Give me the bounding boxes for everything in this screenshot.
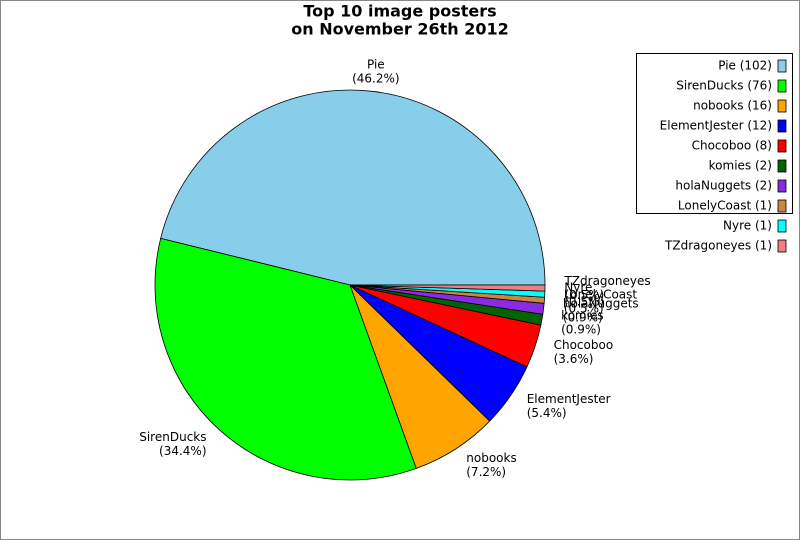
legend-label: komies (2) (709, 159, 772, 173)
slice-label: holaNuggets (563, 297, 639, 311)
pie-slice (349, 284, 546, 292)
legend-label: LonelyCoast (1) (678, 199, 772, 213)
legend-swatch (777, 159, 787, 173)
slice-label: TZdragoneyes (563, 274, 650, 288)
slice-label: komies (561, 309, 604, 323)
slice-label: Chocoboo (554, 338, 614, 352)
slice-label: SirenDucks (139, 430, 206, 444)
legend-label: Pie (102) (718, 59, 772, 73)
pie-slice (160, 89, 546, 286)
slice-percent: (5.4%) (527, 406, 567, 420)
slice-label: LonelyCoast (564, 287, 638, 301)
slice-percent: (0.5%) (564, 301, 604, 315)
slice-label: Pie (367, 58, 385, 72)
legend-swatch (777, 199, 787, 213)
legend-label: Nyre (1) (723, 219, 772, 233)
slice-label: Nyre (564, 281, 592, 295)
slice-label: ElementJester (527, 392, 611, 406)
legend-swatch (777, 79, 787, 93)
slice-percent: (46.2%) (352, 72, 399, 86)
legend-label: Chocoboo (8) (692, 139, 772, 153)
chart-title: Top 10 image posters (303, 2, 496, 21)
slice-percent: (0.9%) (561, 323, 601, 337)
legend-label: ElementJester (12) (660, 119, 772, 133)
legend-swatch (777, 139, 787, 153)
slice-percent: (0.9%) (563, 311, 603, 325)
legend-swatch (777, 219, 787, 233)
legend (636, 53, 793, 214)
legend-swatch (777, 119, 787, 133)
slice-percent: (34.4%) (159, 444, 206, 458)
legend-label: nobooks (16) (693, 99, 772, 113)
slice-percent: (0.5%) (564, 288, 604, 302)
slice-percent: (3.6%) (554, 352, 594, 366)
legend-label: holaNuggets (2) (675, 179, 772, 193)
legend-label: TZdragoneyes (1) (664, 239, 772, 253)
slice-percent: (0.5%) (564, 295, 604, 309)
slice-percent: (7.2%) (466, 465, 506, 479)
legend-swatch (777, 99, 787, 113)
legend-swatch (777, 179, 787, 193)
legend-label: SirenDucks (76) (676, 79, 772, 93)
slice-label: nobooks (466, 451, 516, 465)
chart-title: on November 26th 2012 (291, 20, 508, 39)
legend-swatch (777, 59, 787, 73)
pie-slice (154, 237, 417, 481)
legend-swatch (777, 239, 787, 253)
